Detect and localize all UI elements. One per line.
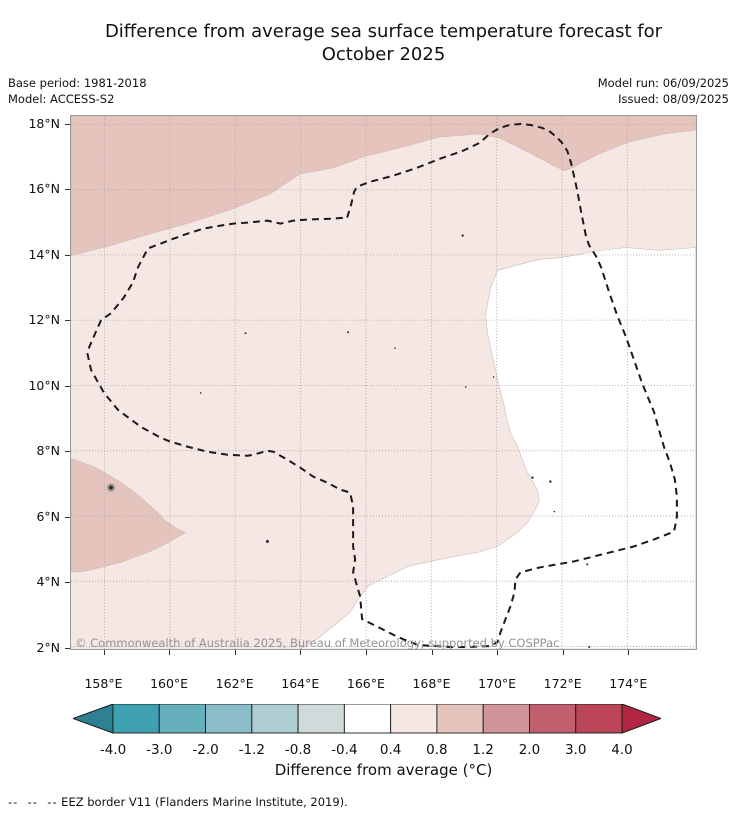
island-dot bbox=[464, 386, 467, 388]
island-dot bbox=[108, 485, 114, 490]
colorbar-segment-1.2-to-2.0 bbox=[482, 704, 530, 734]
colorbar-tick-label: -3.0 bbox=[146, 742, 173, 758]
colorbar-segment-0.4-to-0.8 bbox=[390, 704, 438, 734]
model-text: Model: ACCESS-S2 bbox=[8, 92, 115, 106]
colorbar-tick-label: 4.0 bbox=[611, 742, 633, 758]
y-axis-tick bbox=[65, 320, 70, 321]
x-axis-tick bbox=[562, 650, 564, 655]
x-axis-tick bbox=[300, 650, 302, 655]
x-axis-label: 172°E bbox=[543, 676, 582, 691]
island-dot bbox=[347, 331, 350, 334]
island-dot bbox=[492, 376, 495, 378]
island-dot bbox=[553, 510, 556, 513]
map-panel: © Commonwealth of Australia 2025, Bureau… bbox=[70, 115, 697, 650]
colorbar-segment--0.4-to-0.4 bbox=[343, 704, 392, 734]
eez-border-line bbox=[86, 122, 678, 649]
island-dot bbox=[549, 480, 552, 483]
colorbar-tick-label: -2.0 bbox=[192, 742, 219, 758]
x-axis-label: 164°E bbox=[281, 676, 320, 691]
island-dot bbox=[586, 563, 589, 566]
anomaly-lobe-southwest-0.8-1.2 bbox=[71, 458, 187, 573]
x-axis-label: 162°E bbox=[215, 676, 254, 691]
chart-title-line2: October 2025 bbox=[321, 44, 446, 65]
colorbar-segment-2.0-to-3.0 bbox=[529, 704, 577, 734]
x-axis-label: 166°E bbox=[346, 676, 385, 691]
colorbar-tick-label: -1.2 bbox=[238, 742, 265, 758]
anomaly-neutral-southeast bbox=[299, 247, 696, 649]
sst-anomaly-map bbox=[71, 116, 696, 649]
y-axis-label: 10°N bbox=[28, 377, 60, 393]
y-axis-label: 2°N bbox=[36, 639, 60, 655]
x-axis-tick bbox=[234, 650, 236, 655]
island-outline bbox=[107, 483, 116, 492]
y-axis-label: 12°N bbox=[28, 312, 60, 327]
island-dot bbox=[265, 539, 269, 543]
eez-legend-text: EEZ border V11 (Flanders Marine Institut… bbox=[57, 795, 348, 809]
y-axis-tick bbox=[65, 123, 70, 125]
issued-text: Issued: 08/09/2025 bbox=[618, 92, 729, 106]
colorbar-segment--1.2-to--0.8 bbox=[251, 704, 299, 734]
y-axis-label: 18°N bbox=[28, 115, 60, 131]
colorbar-segment--2.0-to--1.2 bbox=[205, 704, 253, 734]
x-axis-tick bbox=[431, 650, 433, 655]
y-axis-tick bbox=[65, 582, 70, 583]
island-dot bbox=[588, 646, 591, 649]
x-axis-tick bbox=[365, 650, 367, 655]
colorbar-segment-0.8-to-1.2 bbox=[436, 704, 484, 734]
x-axis-label: 170°E bbox=[478, 676, 517, 691]
chart-title: Difference from average sea surface temp… bbox=[70, 20, 697, 66]
colorbar-tick-label: -0.4 bbox=[331, 742, 358, 758]
colorbar-tick-label: 2.0 bbox=[518, 742, 541, 758]
y-axis-label: 8°N bbox=[36, 443, 60, 458]
colorbar-label: Difference from average (°C) bbox=[274, 761, 493, 779]
colorbar-tick-label: 3.0 bbox=[564, 742, 587, 758]
chart-title-line1: Difference from average sea surface temp… bbox=[104, 21, 663, 42]
y-axis-label: 14°N bbox=[28, 246, 60, 262]
x-axis-tick bbox=[628, 650, 630, 655]
y-axis-tick bbox=[65, 516, 70, 518]
y-axis-tick bbox=[65, 647, 70, 649]
island-dot bbox=[461, 234, 464, 237]
x-axis-tick bbox=[169, 650, 171, 655]
y-axis-tick bbox=[65, 385, 70, 387]
colorbar-tick-label: 1.2 bbox=[472, 742, 494, 758]
y-axis-tick bbox=[65, 451, 70, 452]
x-axis-tick bbox=[103, 650, 105, 655]
y-axis-label: 16°N bbox=[28, 181, 60, 196]
colorbar-tick-label: 0.8 bbox=[426, 742, 448, 758]
anomaly-band-north-0.8-1.2 bbox=[71, 116, 696, 256]
island-dot bbox=[531, 476, 534, 479]
island-dot bbox=[199, 392, 202, 394]
colorbar-extend-left-arrow bbox=[73, 704, 114, 734]
base-period-text: Base period: 1981-2018 bbox=[8, 76, 147, 90]
colorbar-tick-label: -4.0 bbox=[99, 742, 127, 758]
colorbar-tick-label: 0.4 bbox=[379, 742, 402, 758]
colorbar-tick-label: -0.8 bbox=[284, 742, 312, 758]
colorbar-segment-3.0-to-4.0 bbox=[575, 704, 623, 734]
colorbar-segment--0.8-to--0.4 bbox=[297, 704, 345, 734]
y-axis-label: 6°N bbox=[36, 508, 60, 524]
colorbar bbox=[73, 704, 661, 734]
island-dot bbox=[244, 332, 247, 335]
island-dot bbox=[394, 347, 396, 349]
eez-legend: -- -- -- EEZ border V11 (Flanders Marine… bbox=[8, 795, 348, 809]
copyright-text: © Commonwealth of Australia 2025, Bureau… bbox=[75, 636, 560, 650]
dashed-line-sample: -- -- -- bbox=[8, 795, 58, 809]
colorbar-extend-right-arrow bbox=[621, 704, 661, 734]
model-run-text: Model run: 06/09/2025 bbox=[597, 76, 729, 90]
colorbar-segment--3.0-to--2.0 bbox=[158, 704, 206, 734]
x-axis-label: 160°E bbox=[150, 676, 189, 691]
x-axis-tick bbox=[497, 650, 499, 655]
y-axis-label: 4°N bbox=[36, 574, 60, 589]
y-axis-tick bbox=[65, 254, 70, 256]
y-axis-tick bbox=[65, 189, 70, 190]
colorbar-segment--4.0-to--3.0 bbox=[112, 704, 160, 734]
x-axis-label: 168°E bbox=[412, 676, 451, 691]
x-axis-label: 158°E bbox=[84, 676, 123, 691]
x-axis-label: 174°E bbox=[609, 676, 648, 691]
